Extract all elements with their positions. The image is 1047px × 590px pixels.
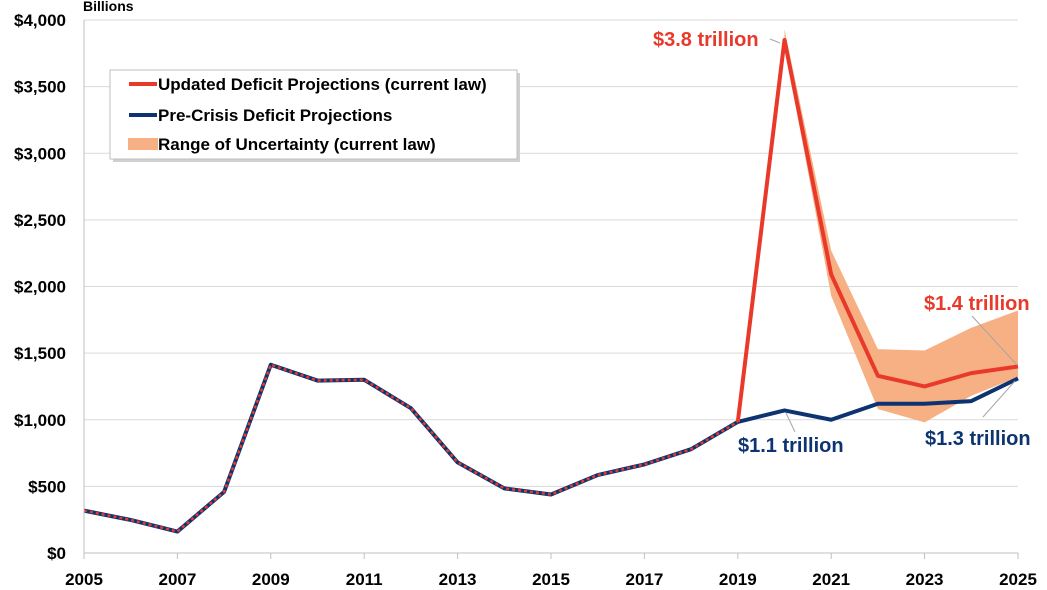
legend: Updated Deficit Projections (current law… xyxy=(109,69,520,162)
uncertainty-band-layer xyxy=(784,29,1018,423)
y-tick-label: $3,500 xyxy=(14,78,66,97)
annotations: $3.8 trillion $1.4 trillion $1.1 trillio… xyxy=(653,29,1031,457)
x-tick-labels: 2005 2007 2009 2011 2013 2015 2017 2019 2021 2023… xyxy=(65,553,1037,589)
leader-1-4-trillion xyxy=(971,315,1018,366)
series-line-historical-dash xyxy=(83,363,739,533)
legend-label-pre-crisis: Pre-Crisis Deficit Projections xyxy=(158,106,392,125)
legend-label-uncertainty: Range of Uncertainty (current law) xyxy=(158,135,436,154)
x-tick-label: 2023 xyxy=(906,570,944,589)
leader-3-8-trillion xyxy=(769,38,781,44)
y-tick-label: $1,500 xyxy=(14,344,66,363)
annotation-1-4-trillion: $1.4 trillion xyxy=(924,293,1030,315)
annotation-3-8-trillion: $3.8 trillion xyxy=(653,29,759,51)
x-tick-label: 2005 xyxy=(65,570,103,589)
x-tick-label: 2009 xyxy=(252,570,290,589)
x-tick-label: 2025 xyxy=(999,570,1037,589)
y-tick-label: $1,000 xyxy=(14,411,66,430)
series-layer xyxy=(83,37,1019,534)
y-tick-label: $3,000 xyxy=(14,144,66,163)
x-tick-label: 2015 xyxy=(532,570,570,589)
y-tick-label: $2,000 xyxy=(14,278,66,297)
series-line-historical-base xyxy=(83,362,739,534)
y-tick-label: $4,000 xyxy=(14,11,66,30)
x-tick-label: 2021 xyxy=(812,570,850,589)
annotation-1-1-trillion: $1.1 trillion xyxy=(738,435,844,457)
y-tick-label: $2,500 xyxy=(14,211,66,230)
leader-1-3-trillion xyxy=(982,380,1016,418)
x-tick-label: 2007 xyxy=(158,570,196,589)
y-tick-labels: $0 $500 $1,000 $1,500 $2,000 $2,500 $3,000 $3,5… xyxy=(14,11,66,563)
annotation-1-3-trillion: $1.3 trillion xyxy=(925,428,1031,450)
legend-box xyxy=(109,69,518,160)
x-tick-label: 2011 xyxy=(346,570,383,589)
unit-label: Billions xyxy=(83,0,134,14)
x-tick-label: 2019 xyxy=(719,570,757,589)
x-tick-label: 2013 xyxy=(439,570,477,589)
legend-swatch-uncertainty xyxy=(128,138,158,150)
series-line-updated xyxy=(735,37,1019,423)
y-tick-label: $0 xyxy=(47,544,66,563)
legend-label-updated: Updated Deficit Projections (current law… xyxy=(158,75,487,94)
leader-1-1-trillion xyxy=(785,412,796,433)
uncertainty-band xyxy=(784,29,1018,423)
series-line-pre-crisis xyxy=(737,376,1019,424)
x-tick-label: 2017 xyxy=(625,570,663,589)
y-tick-label: $500 xyxy=(28,477,66,496)
